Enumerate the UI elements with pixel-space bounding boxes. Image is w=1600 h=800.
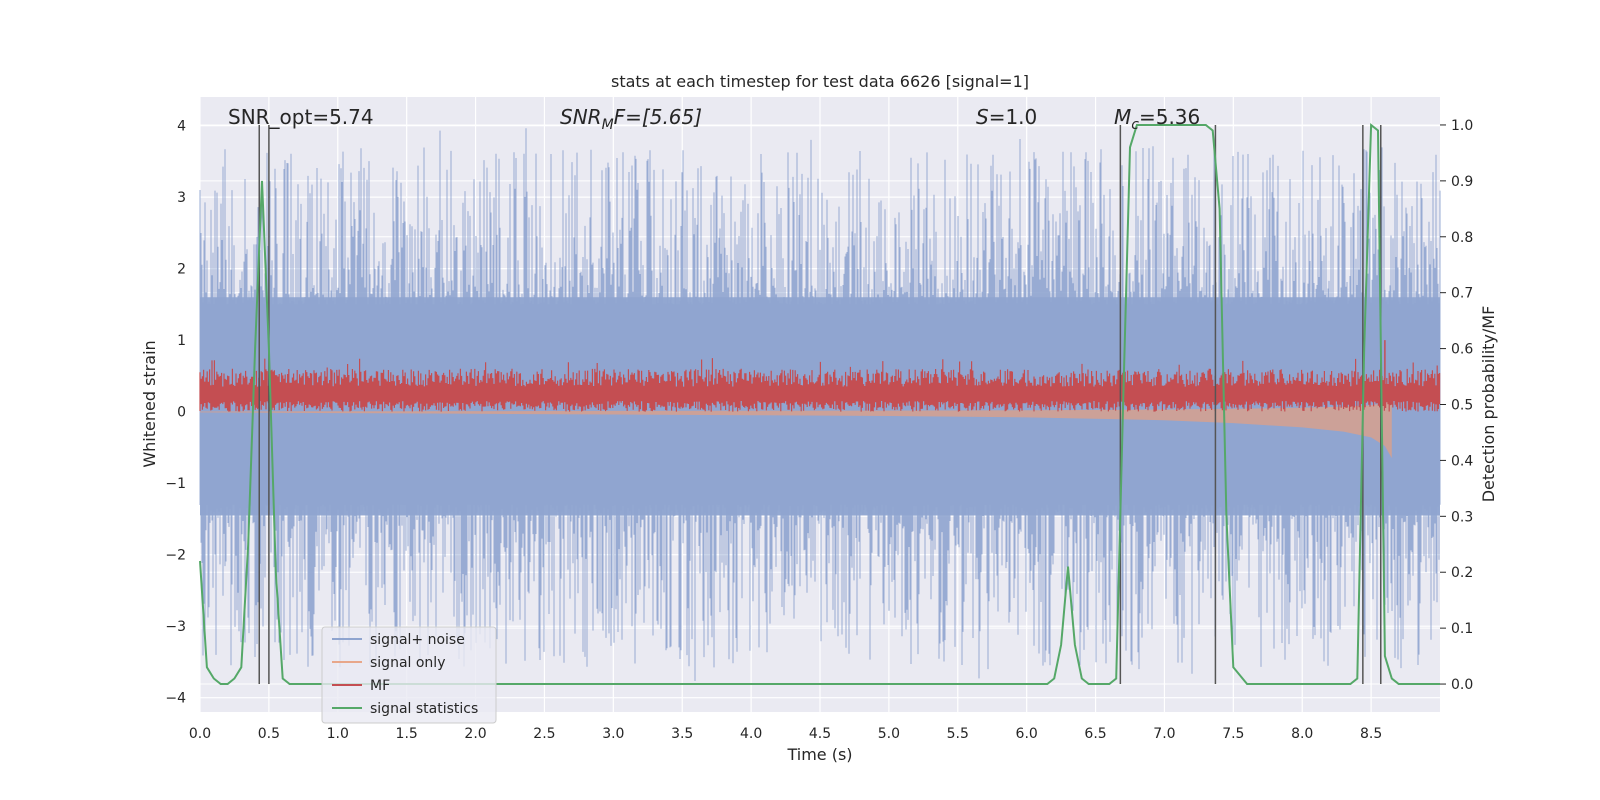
y2-tick-label: 0.8 [1451, 230, 1473, 246]
x-tick-label: 0.0 [189, 726, 211, 742]
y2-tick-label: 0.3 [1451, 509, 1473, 525]
x-axis-ticks: 0.0 0.5 1.0 1.5 2.0 2.5 3.0 3.5 4.0 4.5 5.0 5.5 6.0 6… [189, 726, 1382, 742]
x-tick-label: 5.0 [878, 726, 900, 742]
y-tick-label: 0 [177, 405, 186, 421]
x-tick-label: 6.0 [1016, 726, 1038, 742]
x-tick-label: 1.0 [327, 726, 349, 742]
x-tick-label: 3.5 [671, 726, 693, 742]
x-tick-label: 8.0 [1291, 726, 1313, 742]
y-tick-label: −3 [165, 619, 186, 635]
y-axis-ticks: 4 3 2 1 0 −1 −2 −3 −4 [165, 119, 186, 707]
mf-strokes [199, 358, 1441, 412]
y2-tick-label: 1.0 [1451, 118, 1473, 134]
x-tick-label: 8.5 [1360, 726, 1382, 742]
x-tick-label: 1.5 [396, 726, 418, 742]
x-tick-label: 2.5 [533, 726, 555, 742]
x-tick-label: 7.5 [1222, 726, 1244, 742]
annotation-snr-opt: SNR_opt=5.74 [228, 105, 374, 129]
x-tick-label: 4.5 [809, 726, 831, 742]
x-tick-label: 7.0 [1153, 726, 1175, 742]
x-tick-label: 2.0 [464, 726, 486, 742]
y2-axis-ticks: 1.0 0.9 0.8 0.7 0.6 0.5 0.4 0.3 0.2 0.1 0.0 [1440, 118, 1473, 693]
annotation-mc: Mc=5.36 [1114, 105, 1200, 133]
y2-tick-label: 0.2 [1451, 565, 1473, 581]
y-tick-label: 4 [177, 119, 186, 135]
legend-box [321, 626, 497, 724]
legend-label-mf: MF [370, 678, 390, 694]
y-tick-label: 1 [177, 333, 186, 349]
chart-title: stats at each timestep for test data 662… [611, 72, 1029, 91]
x-axis-label: Time (s) [786, 745, 852, 764]
x-tick-label: 6.5 [1084, 726, 1106, 742]
y-tick-label: 2 [177, 262, 186, 278]
y2-tick-label: 0.7 [1451, 286, 1473, 302]
signal-only-envelope [200, 400, 1392, 459]
y-tick-label: −2 [165, 548, 186, 564]
series-mf [199, 340, 1441, 412]
y2-tick-label: 0.9 [1451, 174, 1473, 190]
y2-tick-label: 0.1 [1451, 621, 1473, 637]
legend-label-signal-noise: signal+ noise [370, 632, 465, 648]
legend-label-signal-only: signal only [370, 655, 445, 671]
y2-tick-label: 0.5 [1451, 398, 1473, 414]
y2-axis-label: Detection probability/MF [1479, 306, 1498, 503]
y2-tick-label: 0.0 [1451, 677, 1473, 693]
x-tick-label: 5.5 [947, 726, 969, 742]
series-signal-statistics [199, 122, 1440, 685]
y-tick-label: −4 [165, 691, 186, 707]
y-tick-label: −1 [165, 476, 186, 492]
legend-label-signal-statistics: signal statistics [370, 701, 478, 717]
signal-statistics-line [199, 122, 1440, 685]
series-signal-noise [199, 128, 1441, 681]
annotation-snr-mf: SNRMF=[5.65] [560, 105, 702, 133]
y2-tick-label: 0.6 [1451, 342, 1473, 358]
legend: signal+ noise signal only MF signal stat… [321, 626, 497, 724]
series-signal-only [200, 400, 1392, 459]
x-tick-label: 0.5 [258, 726, 280, 742]
annotation-s: S=1.0 [976, 105, 1037, 129]
y-tick-label: 3 [177, 190, 186, 206]
y-axis-label: Whitened strain [140, 340, 159, 467]
x-tick-label: 3.0 [602, 726, 624, 742]
x-tick-label: 4.0 [740, 726, 762, 742]
y2-tick-label: 0.4 [1451, 453, 1473, 469]
